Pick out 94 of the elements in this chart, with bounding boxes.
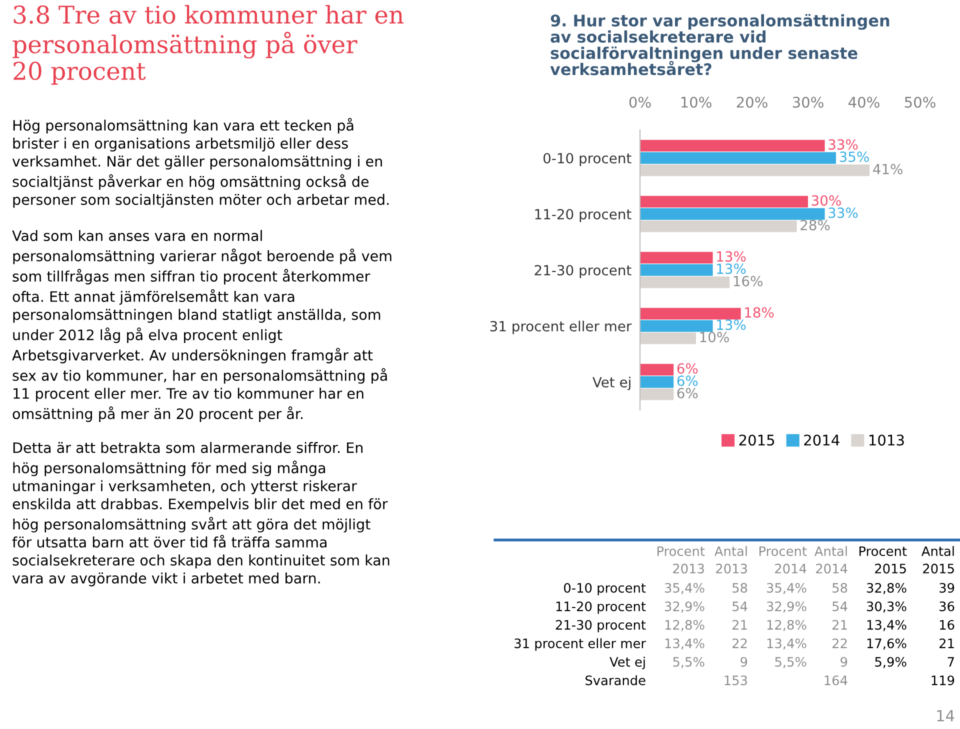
data-label: 9 [840,656,848,667]
data-label: 58 [732,582,748,593]
data-label: 54 [832,602,848,612]
data-label: 5,5% [775,656,806,668]
legend-label: 2015 [739,434,774,446]
data-label: 28% [800,220,830,230]
data-label: 32,9% [766,601,806,613]
y-tick-label: 21-30 procent [534,264,632,278]
x-tick-label: 30% [792,96,824,108]
data-label: 22 [732,638,747,648]
data-label: 22 [832,638,847,648]
legend-label: Procent 2014 [759,546,807,574]
data-label: 33% [828,139,858,150]
data-label: 5,9% [875,656,906,668]
data-label: 30,3% [866,601,906,613]
data-label: 13,4% [665,638,704,650]
data-label: 7 [948,657,954,667]
data-label: 6% [677,388,698,398]
y-tick-label: Vet ej [592,376,630,390]
data-label: 12,8% [665,620,704,632]
category-label: 11-20 procent [556,601,646,614]
bar [640,332,696,344]
bar [640,264,713,276]
legend-label: Procent 2013 [657,546,705,574]
data-label: 35,4% [664,582,704,594]
data-label: 21 [832,620,847,630]
x-tick-label: 20% [736,96,768,108]
bar [640,320,713,332]
data-label: 9 [740,656,748,667]
data-label: 35% [840,152,869,162]
bar [640,140,825,152]
data-label: 5,5% [673,656,704,668]
bar [640,376,674,388]
legend-label: Antal 2014 [814,546,848,574]
data-label: 13% [717,251,746,262]
bar [640,388,674,400]
bar [640,308,741,320]
bar [640,196,808,208]
data-label: 12,8% [767,620,806,632]
bar [640,252,713,264]
bar [640,152,836,164]
data-label: 33% [828,208,858,218]
data-label: 41% [873,164,902,174]
category-label: 21-30 procent [556,620,646,632]
data-label: 164 [824,675,848,686]
legend-label: 1013 [869,434,904,446]
data-label: 6% [677,376,698,386]
legend-label: Procent 2015 [859,546,907,574]
bar [640,364,674,376]
data-label: 35,4% [766,582,806,594]
text: Hög personalomsättning kan vara ett tecken på brister i en organisations arbetsmiljö eller dess verksamhet. När det gäller personalomsättning i en socialtjänst påverkar en hög omsättning också de personer som socialtjänsten möter och arbetar med. [12,118,389,208]
x-tick-label: 40% [848,96,880,108]
x-tick-label: 0% [629,96,651,108]
data-label: 6% [677,363,698,374]
legend-label: 2014 [804,434,840,446]
text: 3.8 Tre av tio kommuner har en personalomsättning på över 20 procent [12,5,404,85]
data-label: 54 [732,602,748,612]
data-label: 32,9% [664,601,704,613]
category-label: Vet ej [610,656,645,670]
bar [640,276,730,288]
data-label: 17,6% [867,638,906,650]
legend-label: Antal 2013 [714,546,747,574]
data-label: 16 [940,620,954,630]
category-label: Svarande [586,675,646,686]
data-label: 58 [832,582,848,593]
bar [640,208,825,220]
y-tick-label: 31 procent eller mer [490,320,632,334]
bar [640,164,870,176]
text: 14 [937,710,954,722]
chart-title: 9. Hur stor var personalomsättningen av socialsekreterare vid socialförvaltningen under senaste verksamhetsåret? [550,14,890,76]
data-label: 10% [700,332,729,342]
data-label: 13% [717,320,746,330]
text: Detta är att betrakta som alarmerande siffror. En hög personalomsättning för med sig många utmaningar i verksamheten, och ytterst riskerar enskilda att drabbas. Exempelvis blir det med en för hög personalomsättning svårt att göra det möjligt för utsatta barn att över tid få träffa samma socialsekreterare och skapa den kontinuitet som kan vara av avgörande vikt i arbetet med barn. [12,442,390,586]
data-label: 13,4% [767,638,806,650]
data-label: 39 [940,582,954,593]
x-tick-label: 50% [904,96,936,108]
data-label: 21 [940,638,954,648]
data-label: 32,8% [866,582,906,594]
y-tick-label: 0-10 procent [544,152,632,166]
category-label: 0-10 procent [564,582,646,596]
data-label: 16% [734,276,762,286]
x-tick-label: 10% [681,96,712,108]
text: Vad som kan anses vara en normal personalomsättning varierar något beroende på vem som tillfrågas men siffran tio procent återkommer ofta. Ett annat jämförelsemått kan vara personalomsättningen bland statligt anställda, som under 2012 låg på elva procent enligt Arbetsgivarverket. Av undersökningen framgår att sex av tio kommuner, har en personalomsättning på 11 procent eller mer. Tre av tio kommuner har en omsättning på mer än 20 procent per år. [12,230,392,422]
legend-label: Antal 2015 [922,546,954,574]
data-label: 18% [745,307,774,318]
data-label: 13% [717,264,746,274]
data-label: 21 [732,620,747,630]
data-label: 153 [724,675,747,686]
bar [640,220,797,232]
data-label: 119 [932,675,954,686]
y-tick-label: 11-20 procent [535,208,632,222]
data-label: 36 [940,601,954,612]
data-label: 30% [812,195,841,206]
data-label: 13,4% [867,620,906,632]
